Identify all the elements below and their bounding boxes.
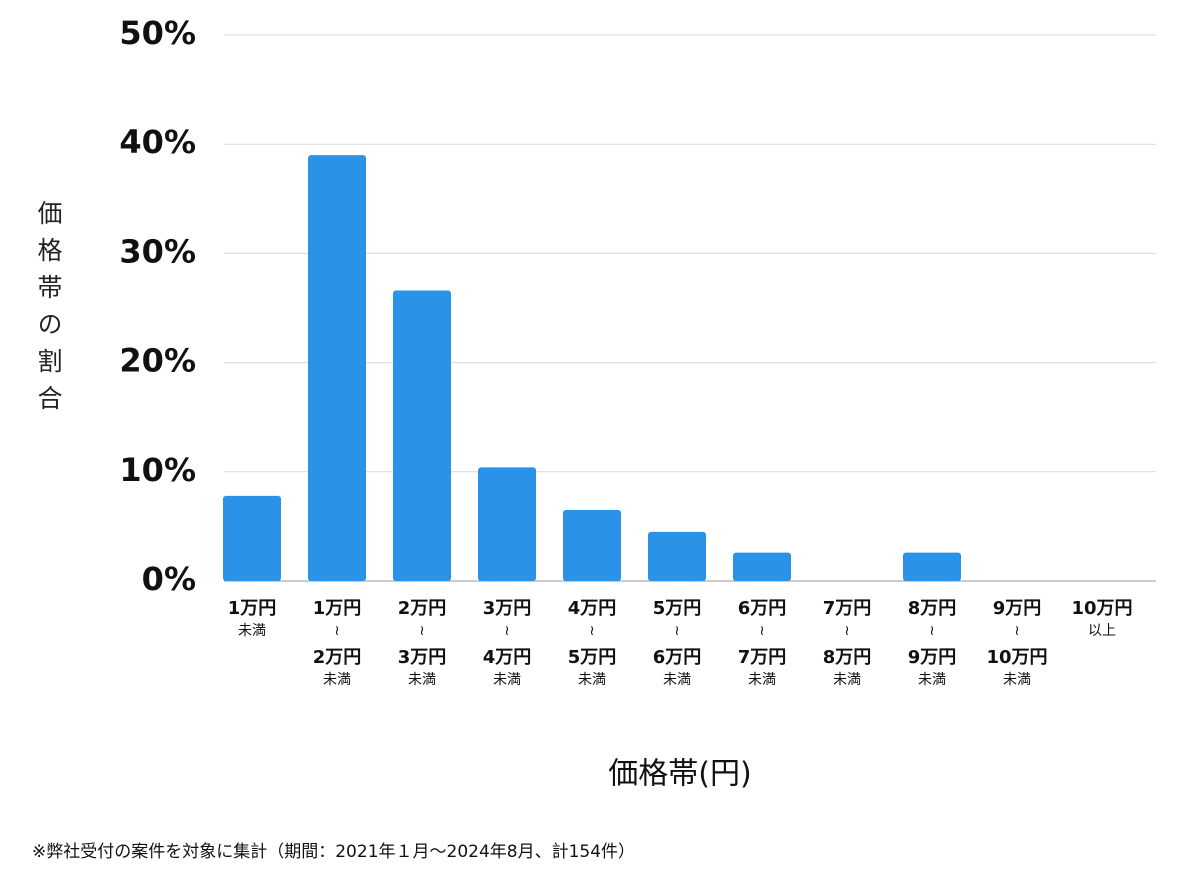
x-tick-label: 8万円 xyxy=(823,647,872,668)
bar xyxy=(563,510,621,581)
y-tick-label: 40% xyxy=(119,123,196,161)
x-tick-label: 未満 xyxy=(323,672,351,688)
x-tick-label: ≀ xyxy=(419,623,424,639)
x-tick-label: 未満 xyxy=(1003,672,1031,688)
x-tick-label: 2万円 xyxy=(398,598,447,619)
y-tick-label: 30% xyxy=(119,232,196,270)
y-tick-label: 0% xyxy=(142,560,196,598)
x-tick-label: ≀ xyxy=(334,623,339,639)
footnote: ※弊社受付の案件を対象に集計（期間：2021年１月〜2024年8月、計154件） xyxy=(32,842,635,862)
x-tick-label: 10万円 xyxy=(1071,598,1132,619)
bar xyxy=(903,552,961,581)
x-tick-label: 以上 xyxy=(1088,623,1116,639)
bar xyxy=(223,495,281,581)
x-tick-label: 未満 xyxy=(238,623,266,639)
x-tick-label: 1万円 xyxy=(313,598,362,619)
y-tick-label: 10% xyxy=(119,451,196,489)
x-tick-label: ≀ xyxy=(1014,623,1019,639)
x-tick-label: 未満 xyxy=(408,672,436,688)
x-tick-label: 未満 xyxy=(833,672,861,688)
x-tick-label: 5万円 xyxy=(653,598,702,619)
bar xyxy=(733,552,791,581)
x-tick-label: 8万円 xyxy=(908,598,957,619)
y-tick-label: 50% xyxy=(119,14,196,52)
x-tick-label: 6万円 xyxy=(653,647,702,668)
x-tick-label: 4万円 xyxy=(568,598,617,619)
x-tick-label: ≀ xyxy=(589,623,594,639)
x-tick-label: 未満 xyxy=(663,672,691,688)
x-tick-label: 6万円 xyxy=(738,598,787,619)
x-tick-label: 4万円 xyxy=(483,647,532,668)
x-tick-label: 未満 xyxy=(918,672,946,688)
y-axis-label: 価格帯の割合 xyxy=(34,200,63,422)
x-tick-label: 3万円 xyxy=(483,598,532,619)
x-tick-label: ≀ xyxy=(759,623,764,639)
x-tick-label: ≀ xyxy=(929,623,934,639)
x-tick-label: 7万円 xyxy=(738,647,787,668)
bar xyxy=(393,290,451,581)
x-tick-label: 未満 xyxy=(578,672,606,688)
x-axis-label: 価格帯(円) xyxy=(608,757,751,792)
x-tick-label: 未満 xyxy=(493,672,521,688)
x-tick-label: 9万円 xyxy=(908,647,957,668)
x-tick-label: 2万円 xyxy=(313,647,362,668)
x-tick-label: 5万円 xyxy=(568,647,617,668)
x-tick-label: 1万円 xyxy=(228,598,277,619)
x-tick-label: 未満 xyxy=(748,672,776,688)
x-tick-label: ≀ xyxy=(844,623,849,639)
x-tick-label: 7万円 xyxy=(823,598,872,619)
bar xyxy=(308,155,366,581)
bar xyxy=(478,467,536,581)
x-tick-label: 9万円 xyxy=(993,598,1042,619)
x-tick-label: ≀ xyxy=(674,623,679,639)
x-tick-label: 10万円 xyxy=(986,647,1047,668)
x-tick-label: ≀ xyxy=(504,623,509,639)
y-tick-label: 20% xyxy=(119,342,196,380)
x-tick-label: 3万円 xyxy=(398,647,447,668)
bar xyxy=(648,531,706,581)
